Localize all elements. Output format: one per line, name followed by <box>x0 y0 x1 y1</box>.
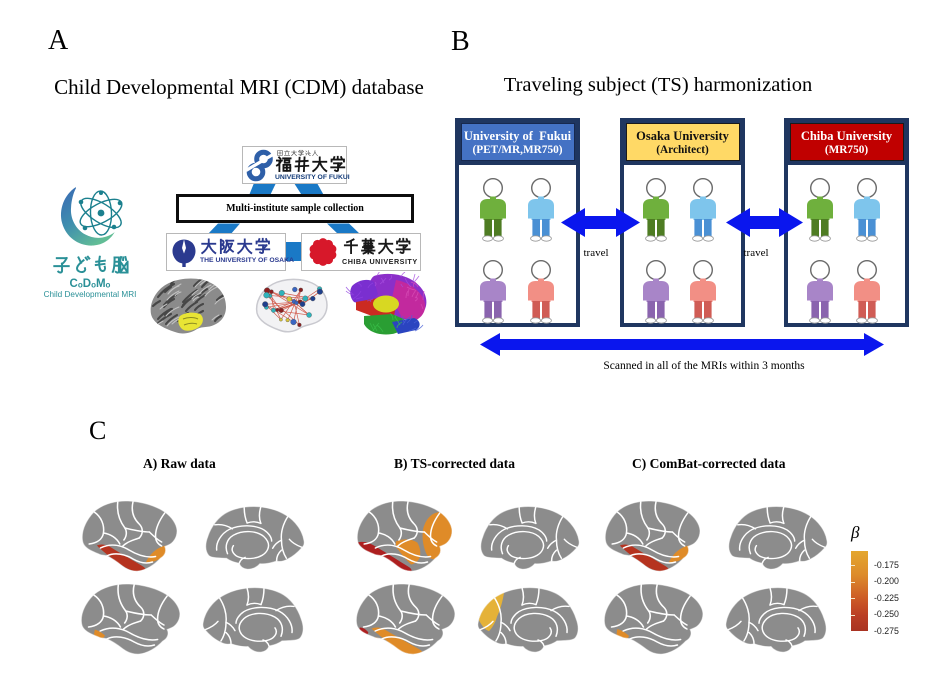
svg-text:CoDoMo: CoDoMo <box>70 278 111 290</box>
svg-text:Child Developmental MRI: Child Developmental MRI <box>44 290 136 299</box>
